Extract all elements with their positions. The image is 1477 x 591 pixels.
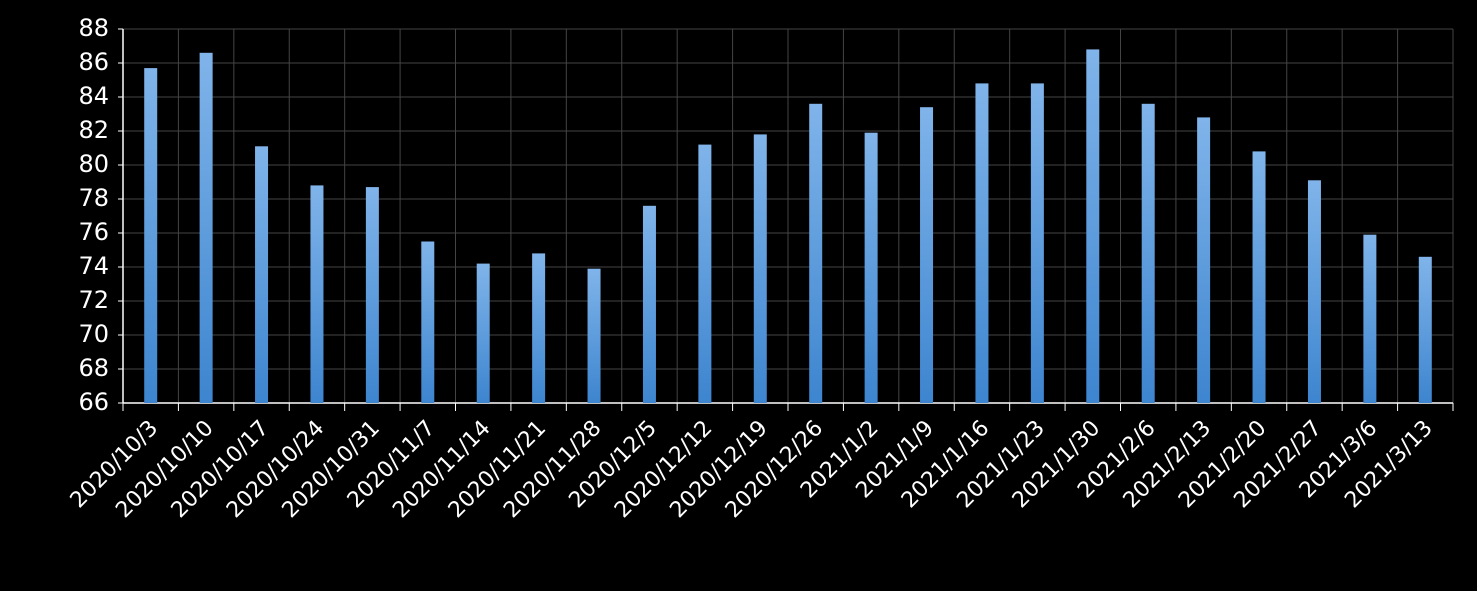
bar xyxy=(255,146,269,404)
y-tick-label: 70 xyxy=(78,320,109,348)
bar xyxy=(1141,103,1155,404)
bar xyxy=(864,132,878,403)
bar xyxy=(1307,180,1321,403)
bar xyxy=(587,268,601,403)
bar xyxy=(421,241,435,403)
bar xyxy=(365,187,379,403)
bar xyxy=(753,134,767,403)
y-tick-label: 82 xyxy=(78,116,109,144)
bar xyxy=(1252,151,1266,403)
y-tick-label: 74 xyxy=(78,252,109,280)
y-tick-label: 78 xyxy=(78,184,109,212)
bar xyxy=(199,52,213,404)
y-tick-label: 68 xyxy=(78,354,109,382)
y-tick-label: 86 xyxy=(78,48,109,76)
y-tick-label: 88 xyxy=(78,14,109,42)
y-tick-label: 76 xyxy=(78,218,109,246)
bar xyxy=(144,68,158,403)
bar xyxy=(310,185,324,403)
bar xyxy=(809,103,823,404)
bar xyxy=(1030,83,1044,404)
bar xyxy=(642,205,656,403)
y-tick-label: 66 xyxy=(78,388,109,416)
bar xyxy=(1086,49,1100,404)
bar xyxy=(476,263,490,403)
bar xyxy=(1363,234,1377,403)
bar xyxy=(698,144,712,403)
y-tick-label: 72 xyxy=(78,286,109,314)
bar xyxy=(975,83,989,404)
bar xyxy=(920,107,934,403)
bar xyxy=(1197,117,1211,404)
bar xyxy=(532,253,546,403)
bar xyxy=(1418,256,1432,403)
y-tick-label: 84 xyxy=(78,82,109,110)
y-tick-label: 80 xyxy=(78,150,109,178)
